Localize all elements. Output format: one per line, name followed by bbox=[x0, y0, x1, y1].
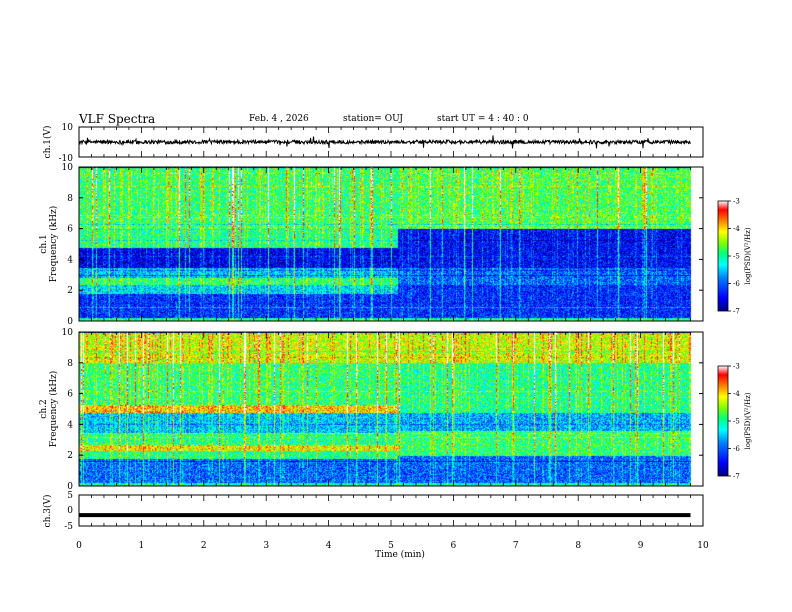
ch1-spectrogram-ylabel-frequency: Frequency (kHz) bbox=[48, 206, 59, 283]
time-tick-label: 2 bbox=[201, 541, 207, 551]
time-tick-label: 4 bbox=[326, 541, 332, 551]
ch1-spec-ytick-label: 10 bbox=[62, 163, 74, 173]
ch3-waveform-ylabel: ch.3(V) bbox=[42, 495, 53, 528]
colorbar-tick-label: -4 bbox=[733, 225, 740, 233]
time-tick-label: 3 bbox=[263, 541, 269, 551]
time-tick-label: 0 bbox=[76, 541, 82, 551]
time-tick-label: 8 bbox=[575, 541, 581, 551]
ch2-spectrogram-image bbox=[79, 332, 703, 486]
colorbar-tick-label: -5 bbox=[733, 418, 740, 426]
ch1-ytick-top: 10 bbox=[62, 123, 74, 133]
ch3-ytick-middle: 0 bbox=[67, 506, 73, 516]
ch1-spec-ytick-label: 2 bbox=[67, 286, 73, 296]
ch2-colorbar-label: log(PSD)(V²/Hz) bbox=[744, 392, 752, 449]
ch2-spec-ytick-label: 10 bbox=[62, 328, 74, 338]
ch1-colorbar bbox=[717, 200, 729, 312]
colorbar-tick-label: -3 bbox=[733, 363, 740, 371]
ch3-waveform-panel: 5 0 -5 ch.3(V) 0 1 2 3 4 5 6 7 8 9 10 Time (min) bbox=[42, 491, 709, 560]
ch1-waveform-ylabel: ch.1(V) bbox=[42, 126, 53, 159]
start-time-label: start UT = 4 : 40 : 0 bbox=[437, 114, 529, 124]
time-tick-label: 9 bbox=[638, 541, 644, 551]
ch2-spec-ytick-label: 0 bbox=[67, 482, 73, 492]
date-label: Feb. 4 , 2026 bbox=[249, 114, 309, 124]
ch1-spec-ytick-label: 8 bbox=[67, 194, 73, 204]
ch1-spec-ytick-label: 6 bbox=[67, 225, 73, 235]
ch1-spectrogram-yticks: 0 2 4 6 8 10 bbox=[62, 163, 703, 327]
ch1-spec-ytick-label: 4 bbox=[67, 255, 73, 265]
time-axis-label: Time (min) bbox=[375, 549, 425, 560]
ch2-spec-ytick-label: 2 bbox=[67, 451, 73, 461]
ch1-colorbar-label: log(PSD)(V²/Hz) bbox=[744, 227, 752, 284]
ch2-colorbar-ticks: -3 -4 -5 -6 -7 bbox=[728, 363, 740, 481]
time-tick-label: 10 bbox=[697, 541, 709, 551]
colorbar-tick-label: -7 bbox=[733, 473, 740, 481]
time-axis-ticks: 0 1 2 3 4 5 6 7 8 9 10 bbox=[76, 541, 709, 551]
colorbar-tick-label: -4 bbox=[733, 390, 740, 398]
time-tick-label: 7 bbox=[513, 541, 519, 551]
ch1-waveform-trace bbox=[78, 135, 691, 149]
ch1-spectrogram-image bbox=[79, 167, 703, 321]
time-tick-label: 5 bbox=[388, 541, 394, 551]
ch3-ytick-bottom: -5 bbox=[64, 522, 73, 532]
ch1-spec-ytick-label: 0 bbox=[67, 317, 73, 327]
ch3-ytick-top: 5 bbox=[67, 491, 73, 501]
colorbar-tick-label: -6 bbox=[733, 445, 740, 453]
ch2-spec-ytick-label: 8 bbox=[67, 359, 73, 369]
chart-title: VLF Spectra bbox=[79, 112, 156, 126]
ch1-ytick-bottom: -10 bbox=[59, 154, 74, 164]
ch2-spec-ytick-label: 6 bbox=[67, 390, 73, 400]
ch2-colorbar bbox=[717, 365, 729, 477]
ch2-spectrogram-yticks: 0 2 4 6 8 10 bbox=[62, 328, 703, 492]
colorbar-tick-label: -5 bbox=[733, 253, 740, 261]
station-label: station= OUJ bbox=[343, 114, 404, 124]
ch2-spectrogram-ylabel-frequency: Frequency (kHz) bbox=[48, 371, 59, 448]
ch1-spectrogram-ylabel-channel: ch.1 bbox=[39, 234, 49, 253]
panel-tick-marks bbox=[78, 127, 704, 526]
ch2-spectrogram-ylabel-channel: ch.2 bbox=[39, 399, 49, 418]
colorbar-tick-label: -6 bbox=[733, 280, 740, 288]
ch1-colorbar-ticks: -3 -4 -5 -6 -7 bbox=[728, 198, 740, 316]
ch2-spec-ytick-label: 4 bbox=[67, 420, 73, 430]
time-tick-label: 6 bbox=[451, 541, 457, 551]
colorbar-tick-label: -3 bbox=[733, 198, 740, 206]
time-tick-label: 1 bbox=[139, 541, 145, 551]
colorbar-tick-label: -7 bbox=[733, 308, 740, 316]
